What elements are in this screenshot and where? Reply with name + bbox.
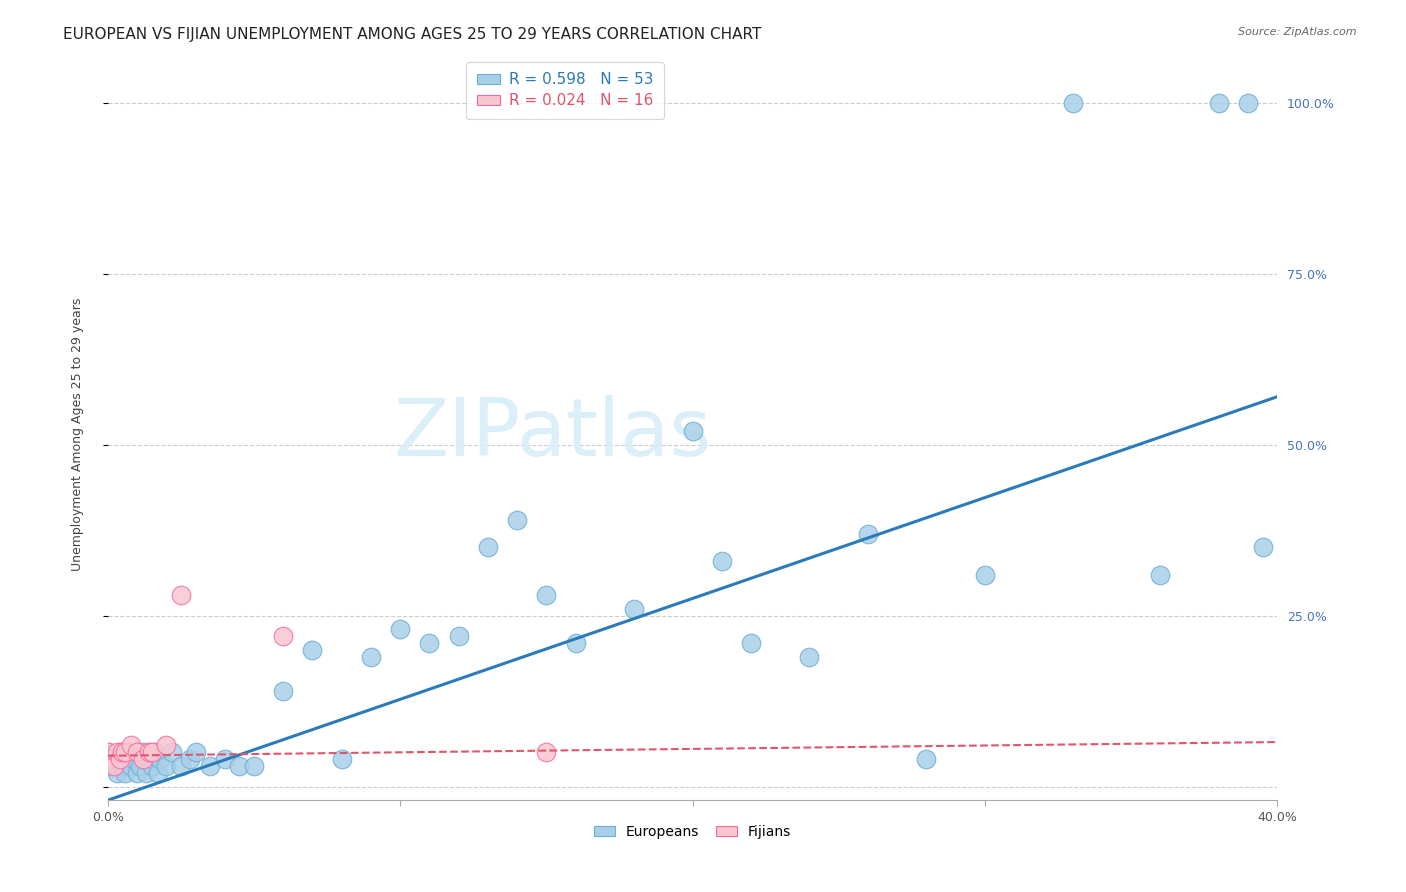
Point bbox=[477, 540, 499, 554]
Point bbox=[536, 745, 558, 759]
Point bbox=[330, 752, 353, 766]
Point bbox=[141, 759, 163, 773]
Point bbox=[114, 745, 136, 759]
Point bbox=[114, 765, 136, 780]
Point bbox=[1149, 567, 1171, 582]
Point bbox=[129, 759, 152, 773]
Point bbox=[97, 745, 120, 759]
Point bbox=[146, 765, 169, 780]
Point bbox=[125, 745, 148, 759]
Point bbox=[418, 636, 440, 650]
Point bbox=[138, 752, 160, 766]
Point bbox=[682, 424, 704, 438]
Point bbox=[170, 588, 193, 602]
Point bbox=[100, 759, 122, 773]
Point bbox=[271, 683, 294, 698]
Text: Source: ZipAtlas.com: Source: ZipAtlas.com bbox=[1239, 27, 1357, 37]
Point bbox=[915, 752, 938, 766]
Point bbox=[973, 567, 995, 582]
Point bbox=[301, 642, 323, 657]
Y-axis label: Unemployment Among Ages 25 to 29 years: Unemployment Among Ages 25 to 29 years bbox=[72, 298, 84, 571]
Point bbox=[360, 649, 382, 664]
Point bbox=[184, 745, 207, 759]
Point bbox=[111, 752, 134, 766]
Point bbox=[710, 554, 733, 568]
Point bbox=[170, 759, 193, 773]
Point bbox=[389, 622, 412, 636]
Legend: Europeans, Fijians: Europeans, Fijians bbox=[588, 820, 797, 845]
Point bbox=[143, 745, 166, 759]
Point bbox=[120, 759, 142, 773]
Point bbox=[132, 752, 155, 766]
Point bbox=[228, 759, 250, 773]
Point bbox=[799, 649, 821, 664]
Point bbox=[138, 745, 160, 759]
Point bbox=[117, 745, 139, 759]
Point bbox=[108, 752, 131, 766]
Point bbox=[132, 745, 155, 759]
Point bbox=[111, 759, 134, 773]
Text: ZIPatlas: ZIPatlas bbox=[394, 395, 711, 474]
Point bbox=[160, 745, 183, 759]
Point bbox=[740, 636, 762, 650]
Point bbox=[1251, 540, 1274, 554]
Point bbox=[243, 759, 266, 773]
Point bbox=[103, 759, 125, 773]
Point bbox=[149, 752, 172, 766]
Point bbox=[623, 601, 645, 615]
Point bbox=[141, 745, 163, 759]
Point bbox=[97, 745, 120, 759]
Point bbox=[564, 636, 586, 650]
Point bbox=[103, 752, 125, 766]
Point bbox=[135, 765, 157, 780]
Point bbox=[108, 745, 131, 759]
Point bbox=[122, 752, 145, 766]
Point bbox=[447, 629, 470, 643]
Point bbox=[111, 745, 134, 759]
Point bbox=[1062, 95, 1084, 110]
Point bbox=[198, 759, 221, 773]
Point bbox=[155, 739, 177, 753]
Point bbox=[536, 588, 558, 602]
Point bbox=[1208, 95, 1230, 110]
Point bbox=[179, 752, 201, 766]
Point bbox=[105, 765, 128, 780]
Point bbox=[214, 752, 236, 766]
Point bbox=[105, 745, 128, 759]
Point bbox=[120, 739, 142, 753]
Point bbox=[125, 765, 148, 780]
Point bbox=[1237, 95, 1260, 110]
Point bbox=[100, 752, 122, 766]
Point bbox=[506, 513, 529, 527]
Text: EUROPEAN VS FIJIAN UNEMPLOYMENT AMONG AGES 25 TO 29 YEARS CORRELATION CHART: EUROPEAN VS FIJIAN UNEMPLOYMENT AMONG AG… bbox=[63, 27, 762, 42]
Point bbox=[271, 629, 294, 643]
Point bbox=[155, 759, 177, 773]
Point bbox=[856, 526, 879, 541]
